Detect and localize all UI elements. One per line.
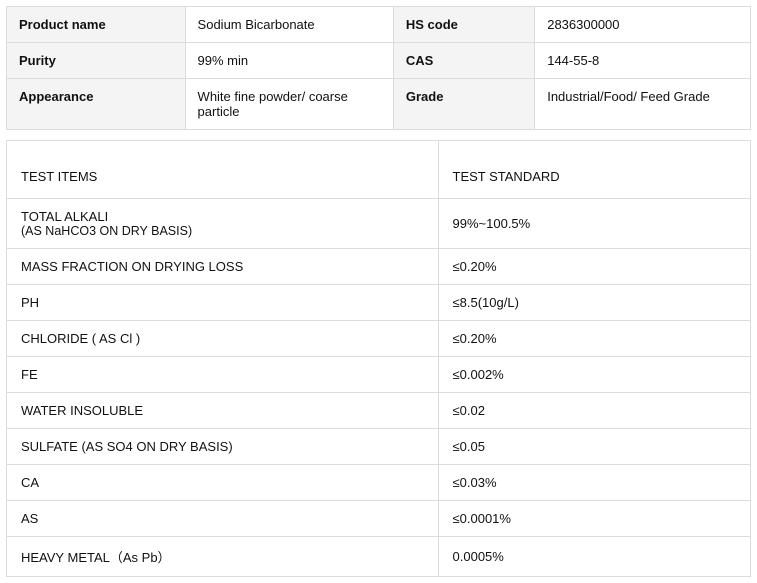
info-value: 144-55-8 <box>535 43 751 79</box>
info-label: Grade <box>393 79 534 130</box>
spec-header-items: TEST ITEMS <box>7 141 439 199</box>
spec-item-sub: (AS NaHCO3 ON DRY BASIS) <box>21 224 424 238</box>
info-value: White fine powder/ coarse particle <box>185 79 393 130</box>
spec-standard: ≤0.05 <box>438 429 750 465</box>
spec-standard: ≤0.20% <box>438 321 750 357</box>
info-row: Product name Sodium Bicarbonate HS code … <box>7 7 751 43</box>
info-row: Purity 99% min CAS 144-55-8 <box>7 43 751 79</box>
spec-item: AS <box>7 501 439 537</box>
spec-standard: ≤0.03% <box>438 465 750 501</box>
spec-item: SULFATE (AS SO4 ON DRY BASIS) <box>7 429 439 465</box>
info-value: 99% min <box>185 43 393 79</box>
spec-item: TOTAL ALKALI (AS NaHCO3 ON DRY BASIS) <box>7 199 439 249</box>
spec-item: MASS FRACTION ON DRYING LOSS <box>7 249 439 285</box>
info-label: Purity <box>7 43 186 79</box>
spec-table: TEST ITEMS TEST STANDARD TOTAL ALKALI (A… <box>6 140 751 577</box>
spec-row: TOTAL ALKALI (AS NaHCO3 ON DRY BASIS) 99… <box>7 199 751 249</box>
spec-row: CHLORIDE ( AS Cl ) ≤0.20% <box>7 321 751 357</box>
spec-standard: ≤0.02 <box>438 393 750 429</box>
info-value: Industrial/Food/ Feed Grade <box>535 79 751 130</box>
spec-header-standard: TEST STANDARD <box>438 141 750 199</box>
spec-row: AS ≤0.0001% <box>7 501 751 537</box>
spec-row: FE ≤0.002% <box>7 357 751 393</box>
spec-row: MASS FRACTION ON DRYING LOSS ≤0.20% <box>7 249 751 285</box>
info-label: Product name <box>7 7 186 43</box>
spec-standard: ≤0.0001% <box>438 501 750 537</box>
spec-item-main: TOTAL ALKALI <box>21 209 108 224</box>
spec-standard: 99%~100.5% <box>438 199 750 249</box>
spec-row: WATER INSOLUBLE ≤0.02 <box>7 393 751 429</box>
spec-item: PH <box>7 285 439 321</box>
spec-tbody: TEST ITEMS TEST STANDARD TOTAL ALKALI (A… <box>7 141 751 577</box>
info-tbody: Product name Sodium Bicarbonate HS code … <box>7 7 751 130</box>
info-label: CAS <box>393 43 534 79</box>
info-label: Appearance <box>7 79 186 130</box>
spec-item: CHLORIDE ( AS Cl ) <box>7 321 439 357</box>
spec-standard: ≤8.5(10g/L) <box>438 285 750 321</box>
info-value: 2836300000 <box>535 7 751 43</box>
info-value: Sodium Bicarbonate <box>185 7 393 43</box>
spec-standard: ≤0.20% <box>438 249 750 285</box>
spec-standard: ≤0.002% <box>438 357 750 393</box>
info-row: Appearance White fine powder/ coarse par… <box>7 79 751 130</box>
spec-item: FE <box>7 357 439 393</box>
product-info-table: Product name Sodium Bicarbonate HS code … <box>6 6 751 130</box>
spec-item: CA <box>7 465 439 501</box>
spec-row: CA ≤0.03% <box>7 465 751 501</box>
spec-row: SULFATE (AS SO4 ON DRY BASIS) ≤0.05 <box>7 429 751 465</box>
info-label: HS code <box>393 7 534 43</box>
spec-row: PH ≤8.5(10g/L) <box>7 285 751 321</box>
spec-item: WATER INSOLUBLE <box>7 393 439 429</box>
spec-header-row: TEST ITEMS TEST STANDARD <box>7 141 751 199</box>
